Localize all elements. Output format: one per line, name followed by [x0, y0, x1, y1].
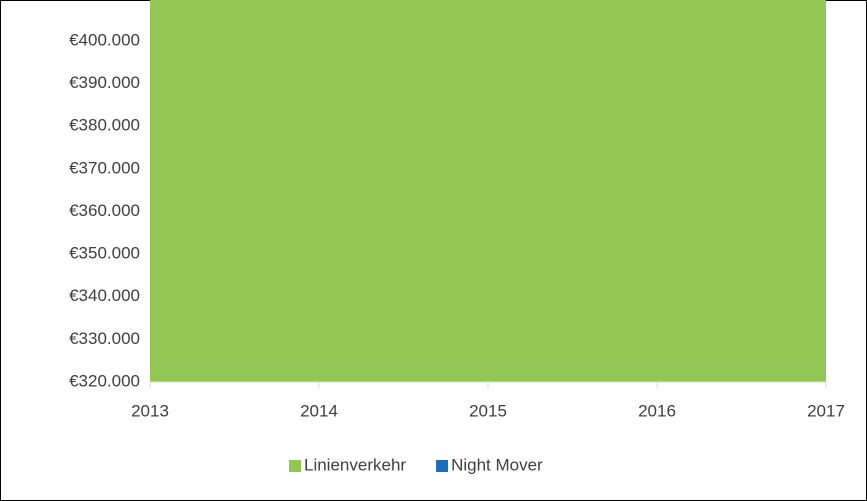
x-tick-label: 2017 [807, 401, 845, 420]
y-tick-label: €390.000 [69, 73, 140, 92]
legend-label: Night Mover [451, 455, 543, 474]
legend-label: Linienverkehr [304, 455, 406, 474]
x-tick-label: 2015 [469, 401, 507, 420]
y-tick-label: €350.000 [69, 244, 140, 263]
y-tick-label: €380.000 [69, 116, 140, 135]
x-tick-label: 2013 [131, 401, 169, 420]
x-tick-label: 2014 [300, 401, 338, 420]
y-tick-label: €330.000 [69, 329, 140, 348]
y-tick-label: €360.000 [69, 201, 140, 220]
legend-swatch [436, 460, 449, 472]
legend-swatch [289, 460, 301, 472]
y-tick-label: €400.000 [69, 30, 140, 49]
y-tick-label: €370.000 [69, 158, 140, 177]
area [150, 0, 826, 382]
x-tick-label: 2016 [638, 401, 676, 420]
y-tick-label: €340.000 [69, 286, 140, 305]
y-tick-label: €320.000 [69, 371, 140, 390]
